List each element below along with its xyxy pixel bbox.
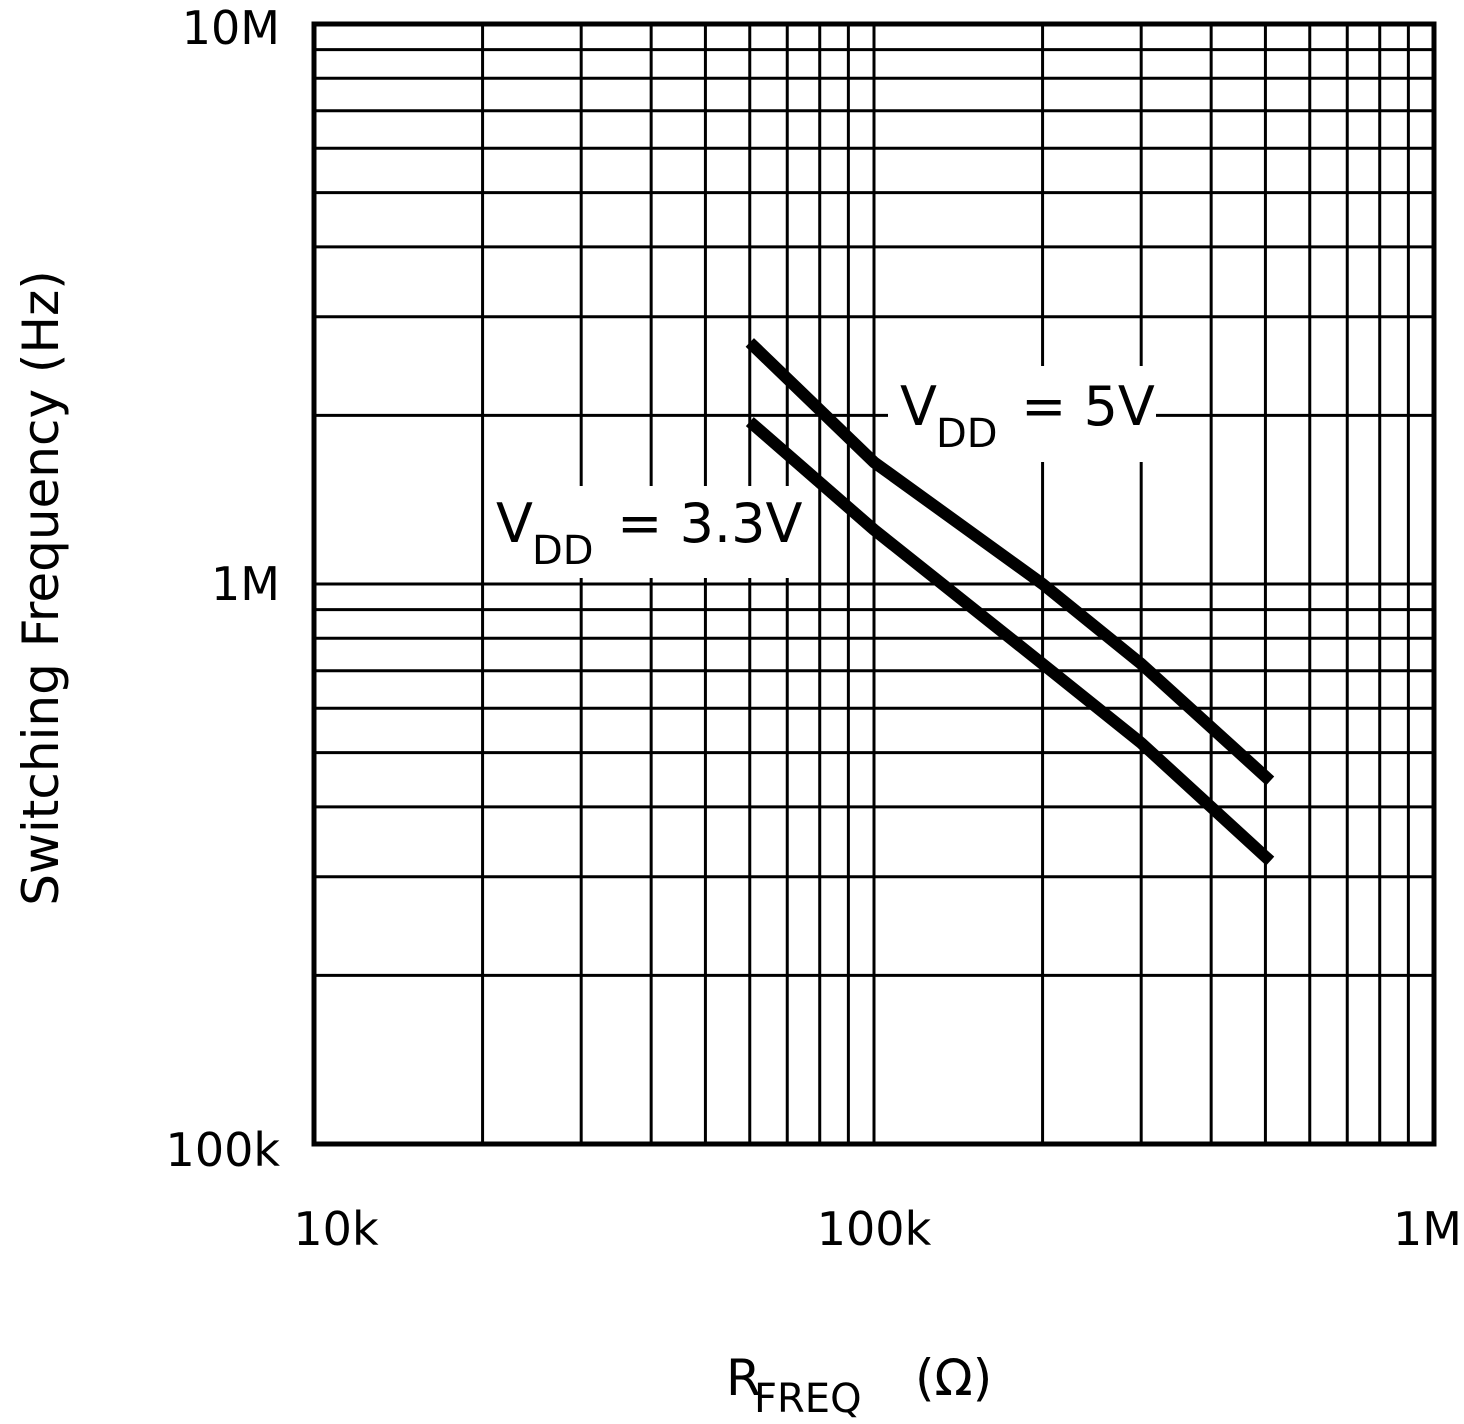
y-tick-label: 100k: [166, 1123, 281, 1177]
y-tick-label: 1M: [211, 557, 280, 611]
x-tick-label: 1M: [1393, 1202, 1462, 1256]
series-label-subscript: DD: [532, 528, 594, 574]
series-label-rest: = 5V: [1004, 375, 1155, 438]
series-label-background: [888, 366, 1156, 462]
series-line-0: [745, 338, 1275, 786]
x-axis-title-subscript: FREQ: [754, 1376, 862, 1419]
series-label-main: V: [900, 375, 937, 438]
series-line-1: [745, 417, 1275, 866]
series-label-vdd-5v: V DD = 5V: [888, 366, 1156, 462]
y-tick-label: 10M: [182, 1, 280, 55]
x-axis-title: R FREQ (Ω): [726, 1349, 992, 1422]
x-axis-title-unit: (Ω): [915, 1349, 992, 1407]
x-axis-title-main: R: [726, 1349, 761, 1407]
y-axis-title: Switching Frequency (Hz): [12, 270, 70, 906]
series-label-main: V: [496, 492, 533, 555]
series-label-rest: = 3.3V: [600, 492, 802, 555]
grid: [314, 24, 1434, 1144]
series-layer: [745, 338, 1275, 866]
x-tick-label: 100k: [817, 1202, 932, 1256]
x-tick-label: 10k: [293, 1202, 379, 1256]
series-label-subscript: DD: [936, 411, 998, 457]
series-label-background: [490, 486, 815, 578]
plot-frame: [311, 21, 1437, 1147]
series-label-vdd-3-3v: V DD = 3.3V: [490, 486, 815, 578]
